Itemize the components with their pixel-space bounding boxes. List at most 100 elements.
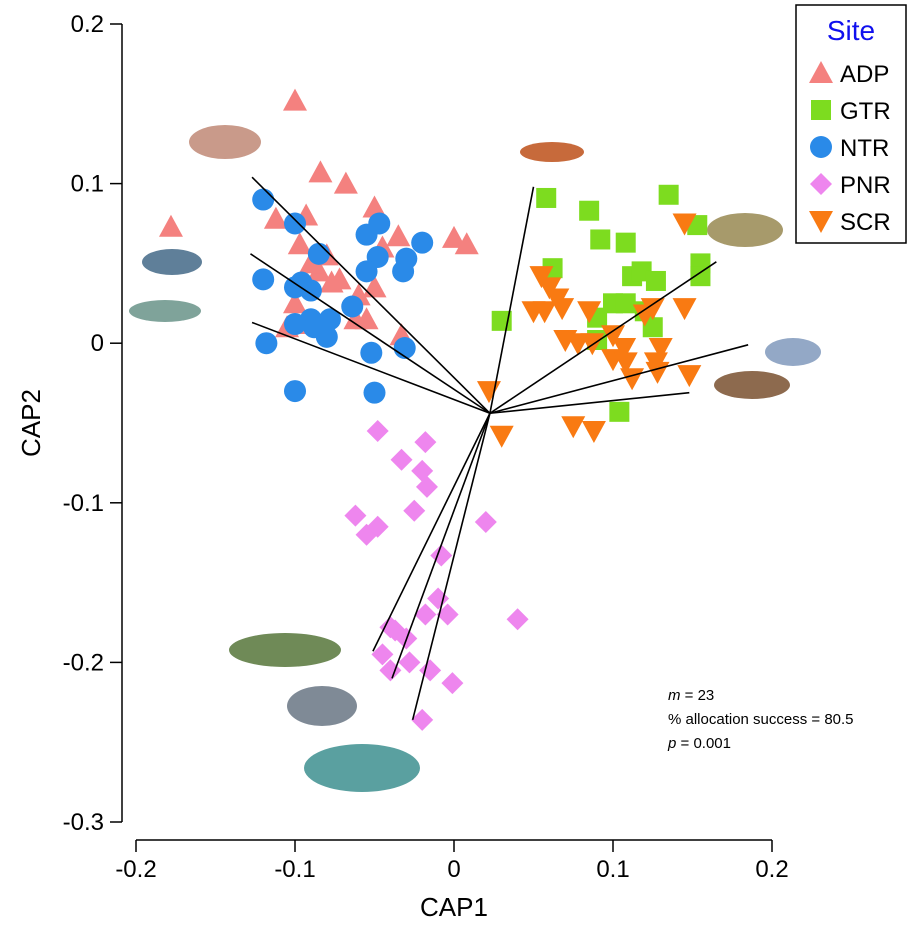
point <box>298 251 323 274</box>
point <box>284 313 306 336</box>
point <box>283 291 307 314</box>
biplot-vector <box>391 412 491 679</box>
point <box>390 448 413 471</box>
point <box>386 224 411 247</box>
point <box>371 643 394 666</box>
point <box>677 365 702 388</box>
biplot-vector <box>372 412 491 652</box>
point <box>612 337 637 360</box>
point <box>642 317 663 338</box>
point <box>307 242 330 265</box>
annotation-text: = 23 <box>681 687 715 704</box>
biplot-vector <box>489 186 535 414</box>
legend-label: PNR <box>840 172 891 199</box>
fish <box>520 142 584 162</box>
legend-marker <box>810 136 832 158</box>
x-tick-label: -0.2 <box>115 856 156 883</box>
biplot-vector <box>411 413 491 721</box>
y-tick-label: 0 <box>91 330 104 357</box>
point <box>615 293 636 314</box>
point <box>341 295 364 318</box>
point <box>506 608 529 631</box>
point <box>252 268 275 291</box>
point <box>252 188 275 211</box>
point <box>287 232 312 255</box>
point <box>476 381 501 404</box>
biplot-vector <box>251 176 491 414</box>
point <box>398 651 421 674</box>
point <box>344 504 367 527</box>
point <box>645 270 666 291</box>
point <box>474 510 497 533</box>
point <box>343 307 368 330</box>
fish <box>142 249 202 275</box>
x-axis-label: CAP1 <box>420 892 488 922</box>
point <box>620 368 645 391</box>
biplot-vector <box>250 253 491 414</box>
biplot-vector <box>251 321 491 415</box>
point <box>284 212 306 235</box>
annotation-text: % allocation success = 80.5 <box>668 711 854 728</box>
point <box>263 206 288 229</box>
point <box>333 171 358 194</box>
annotation-variable: p <box>667 735 676 752</box>
point <box>521 301 546 324</box>
point <box>442 225 466 248</box>
legend-marker <box>809 211 833 233</box>
point <box>436 603 459 626</box>
point <box>609 401 630 422</box>
point <box>414 603 437 626</box>
point <box>415 475 438 498</box>
fish <box>714 371 790 399</box>
point <box>613 352 638 375</box>
annotation: % allocation success = 80.5 <box>668 711 854 728</box>
point <box>581 420 606 443</box>
point <box>284 380 306 403</box>
x-tick-label: -0.1 <box>274 856 315 883</box>
x-tick-label: 0 <box>447 856 460 883</box>
fish <box>707 213 783 247</box>
point <box>319 270 344 293</box>
legend-box <box>795 4 907 244</box>
legend-label: GTR <box>840 98 891 125</box>
point <box>419 659 442 682</box>
point <box>672 298 697 321</box>
point <box>299 279 322 302</box>
legend-marker <box>811 100 831 120</box>
point <box>283 88 307 111</box>
point <box>577 301 602 324</box>
point <box>308 160 333 183</box>
point <box>368 212 391 235</box>
legend-label: SCR <box>840 209 891 236</box>
biplot-vector <box>489 391 690 415</box>
point <box>392 260 415 283</box>
point <box>362 195 387 218</box>
point <box>579 200 600 221</box>
fish <box>287 686 357 726</box>
point <box>427 587 450 610</box>
y-tick-label: -0.3 <box>63 809 104 836</box>
y-axis-label: CAP2 <box>16 389 46 457</box>
y-tick-label: 0.1 <box>71 171 104 198</box>
point <box>360 341 383 364</box>
point <box>590 229 611 250</box>
point <box>384 619 407 642</box>
point <box>303 316 326 339</box>
point <box>411 708 434 731</box>
biplot-vector <box>489 261 717 414</box>
legend-title: Site <box>827 15 875 46</box>
point <box>379 659 402 682</box>
point <box>366 515 389 538</box>
point <box>658 184 679 205</box>
x-tick-label: 0.2 <box>755 856 788 883</box>
fish-decorations <box>129 125 821 792</box>
annotation: m = 23 <box>668 687 714 704</box>
fish <box>129 300 201 322</box>
legend-label: ADP <box>840 61 889 88</box>
point <box>536 187 557 208</box>
point <box>411 231 434 254</box>
y-tick-label: -0.2 <box>63 649 104 676</box>
point <box>550 298 575 321</box>
y-tick-label: -0.1 <box>63 490 104 517</box>
